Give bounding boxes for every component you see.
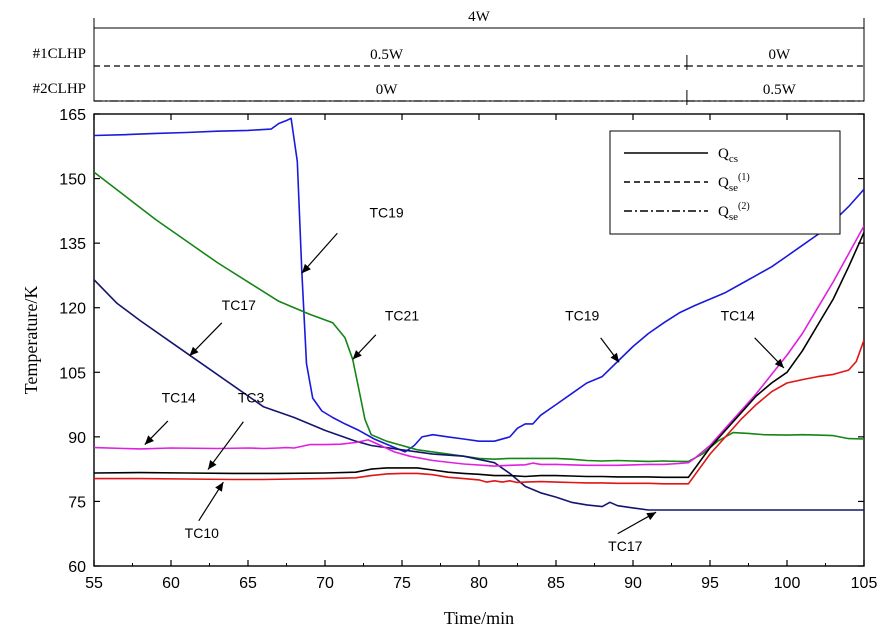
timeline-segment-text: 0W bbox=[768, 47, 791, 63]
annotation-arrow-head bbox=[301, 263, 311, 274]
y-tick-label: 75 bbox=[68, 494, 86, 511]
annotation-label: TC14 bbox=[162, 389, 196, 405]
annotation-arrow-head bbox=[189, 346, 199, 356]
timeline-segment-text: 0W bbox=[376, 82, 399, 98]
y-tick-label: 120 bbox=[59, 301, 86, 318]
x-tick-label: 100 bbox=[774, 575, 801, 592]
annotation-arrow-head bbox=[610, 352, 620, 363]
legend-label-sup: (2) bbox=[738, 201, 750, 212]
series-line-tc19 bbox=[94, 117, 864, 453]
annotation-label: TC17 bbox=[608, 538, 642, 554]
legend-label-sup: (1) bbox=[738, 172, 750, 183]
annotations: TC19 TC21 TC17 TC19 TC14 TC14 TC3 TC10 TC17 bbox=[144, 204, 785, 554]
x-tick-label: 90 bbox=[624, 575, 642, 592]
power-timeline: 4W #1CLHP 0.5W 0W #2CLHP 0W 0.5W bbox=[33, 9, 865, 105]
timeline-segment-text: 4W bbox=[468, 9, 491, 25]
x-tick-label: 85 bbox=[547, 575, 565, 592]
series-line-tc21 bbox=[94, 171, 864, 463]
series-line-tc10 bbox=[94, 339, 864, 485]
annotation-label: TC17 bbox=[222, 297, 256, 313]
series-group bbox=[94, 117, 864, 511]
y-axis-label: Temperature/K bbox=[21, 286, 41, 395]
y-tick-label: 105 bbox=[59, 365, 86, 382]
annotation-arrow-head bbox=[208, 460, 217, 470]
timeline-row-label: #2CLHP bbox=[33, 81, 86, 97]
legend-label-main: Q bbox=[718, 146, 729, 162]
annotation-label: TC19 bbox=[565, 308, 599, 324]
axes: 55 60 65 70 75 80 85 90 95 100 1056075901051201351… bbox=[59, 107, 877, 592]
y-tick-label: 150 bbox=[59, 172, 86, 189]
y-tick-label: 165 bbox=[59, 107, 86, 124]
x-tick-label: 95 bbox=[701, 575, 719, 592]
legend-label-main: Q bbox=[718, 175, 729, 191]
annotation-label: TC10 bbox=[185, 525, 219, 541]
y-tick-label: 60 bbox=[68, 559, 86, 576]
annotation-arrow-head bbox=[215, 482, 224, 492]
series-line-tc14 bbox=[94, 225, 864, 467]
y-tick-label: 135 bbox=[59, 236, 86, 253]
x-tick-label: 60 bbox=[162, 575, 180, 592]
x-tick-label: 75 bbox=[393, 575, 411, 592]
annotation-arrow-line bbox=[207, 421, 244, 470]
annotation-label: TC21 bbox=[385, 308, 419, 324]
timeline-row-label: #1CLHP bbox=[33, 46, 86, 62]
legend-label-main: Q bbox=[718, 204, 729, 220]
timeline-segment-text: 0.5W bbox=[370, 47, 404, 63]
series-line-tc3 bbox=[94, 232, 864, 479]
legend-label-sub: se bbox=[729, 182, 738, 194]
annotation-label: TC3 bbox=[238, 389, 265, 405]
legend-label: Qse(1) bbox=[718, 172, 750, 194]
series-line-tc17 bbox=[94, 279, 864, 511]
annotation-arrow-head bbox=[352, 350, 362, 360]
legend-label-sub: cs bbox=[729, 153, 738, 165]
timeline-segment-text: 0.5W bbox=[763, 82, 797, 98]
top-power-panel bbox=[93, 27, 865, 102]
annotation-arrow-head bbox=[774, 358, 784, 368]
x-tick-label: 80 bbox=[470, 575, 488, 592]
annotation-label: TC14 bbox=[721, 308, 755, 324]
legend-label: Qse(2) bbox=[718, 201, 750, 223]
legend-label-sub: se bbox=[729, 211, 738, 223]
x-tick-label: 70 bbox=[316, 575, 334, 592]
x-tick-label: 65 bbox=[239, 575, 257, 592]
x-axis-label: Time/min bbox=[444, 608, 514, 628]
annotation-label: TC19 bbox=[369, 204, 403, 220]
y-tick-label: 90 bbox=[68, 430, 86, 447]
legend-label: Qcs bbox=[718, 146, 738, 165]
x-tick-label: 105 bbox=[851, 575, 878, 592]
annotation-arrow-head bbox=[646, 512, 657, 521]
x-tick-label: 55 bbox=[85, 575, 103, 592]
annotation-arrow-head bbox=[144, 435, 154, 445]
